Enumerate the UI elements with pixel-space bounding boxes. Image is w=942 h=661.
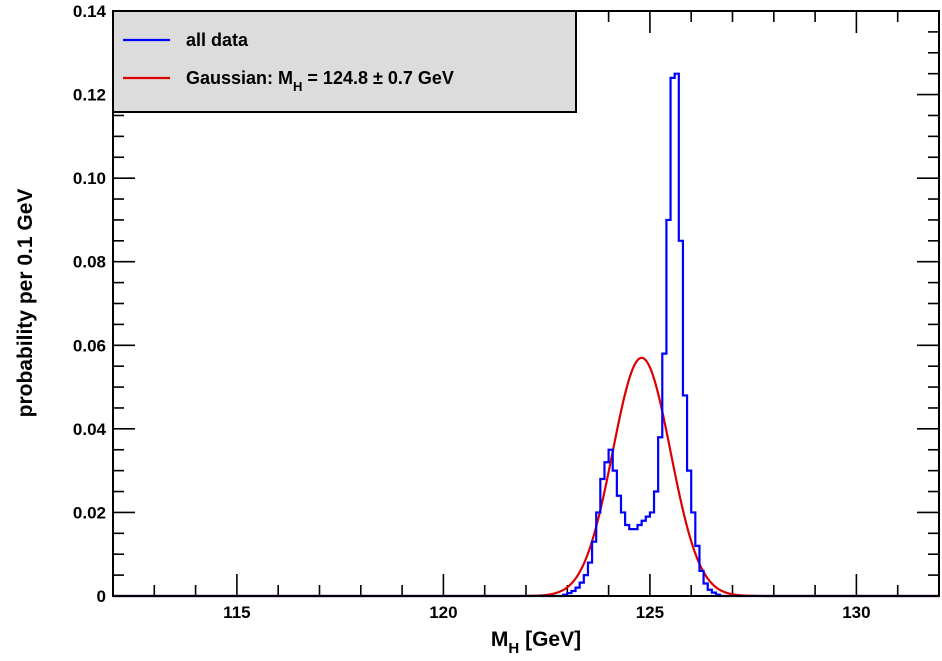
x-axis-title: MH [GeV]	[491, 628, 581, 657]
y-tick-label: 0.06	[73, 336, 106, 355]
x-tick-label: 125	[636, 603, 664, 622]
y-axis-title: probability per 0.1 GeV	[14, 189, 37, 418]
y-tick-label: 0.10	[73, 169, 106, 188]
y-tick-label: 0.14	[73, 2, 107, 21]
x-tick-label: 115	[223, 603, 250, 622]
y-tick-label: 0.02	[73, 503, 106, 522]
y-tick-label: 0.04	[73, 420, 107, 439]
all-data-histogram-line	[113, 72, 939, 598]
y-tick-labels: 0 0.02 0.04 0.06 0.08 0.10 0.12 0.14	[73, 2, 107, 606]
x-tick-label: 130	[842, 603, 870, 622]
y-tick-label: 0	[97, 587, 106, 606]
y-tick-label: 0.08	[73, 253, 106, 272]
legend-box	[112, 10, 577, 113]
legend-label-all-data: all data	[186, 30, 249, 50]
legend: all data Gaussian: MH = 124.8 ± 0.7 GeV	[112, 10, 577, 113]
x-tick-labels: 115 120 125 130	[223, 603, 870, 622]
x-tick-label: 120	[429, 603, 457, 622]
legend-label-gaussian: Gaussian: MH = 124.8 ± 0.7 GeV	[186, 68, 454, 94]
y-tick-label: 0.12	[73, 86, 106, 105]
